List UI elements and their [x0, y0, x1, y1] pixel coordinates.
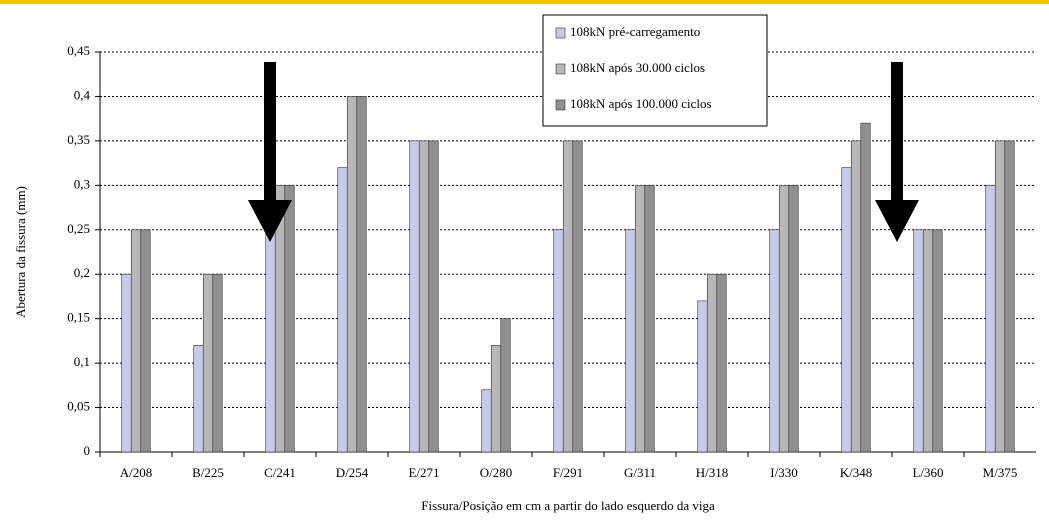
- bar: [634, 185, 646, 453]
- y-tick-label: 0,05: [67, 399, 90, 414]
- bar: [212, 273, 223, 453]
- y-tick-label: 0,1: [74, 354, 90, 369]
- bar: [356, 96, 367, 453]
- bar: [140, 229, 151, 453]
- bar: [994, 140, 1006, 453]
- bar: [481, 389, 492, 453]
- x-tick-label: B/225: [192, 465, 224, 480]
- y-tick-label: 0,4: [74, 87, 91, 102]
- legend-swatch: [555, 63, 566, 75]
- bar: [644, 185, 655, 453]
- x-tick-label: E/271: [408, 465, 439, 480]
- bar: [1004, 140, 1015, 453]
- bar: [913, 229, 924, 453]
- bar: [841, 167, 852, 453]
- bar: [418, 140, 430, 453]
- bar: [202, 273, 214, 453]
- x-tick-label: D/254: [336, 465, 369, 480]
- bar: [769, 229, 780, 453]
- bar: [193, 345, 204, 453]
- x-tick-label: F/291: [553, 465, 583, 480]
- legend-label: 108kN após 100.000 ciclos: [570, 96, 712, 111]
- y-tick-label: 0,15: [67, 310, 90, 325]
- y-tick-label: 0,2: [74, 265, 90, 280]
- bar: [130, 229, 142, 453]
- annotations: [248, 62, 919, 242]
- x-tick-label: G/311: [624, 465, 656, 480]
- plot-area: 0 0,05 0,1 0,15 0,2 0,25 0,3 0,35 0,4 0,45 A/208 B/…: [67, 43, 1036, 480]
- bar: [716, 273, 727, 453]
- y-tick-label: 0,35: [67, 132, 90, 147]
- y-axis-label: Abertura da fissura (mm): [13, 186, 28, 318]
- legend: 108kN pré-carregamento 108kN após 30.000 …: [542, 14, 768, 127]
- legend-label: 108kN após 30.000 ciclos: [570, 60, 705, 75]
- bar: [346, 96, 358, 453]
- bar: [697, 300, 708, 453]
- bar: [922, 229, 934, 453]
- y-tick-label: 0,3: [74, 176, 90, 191]
- x-tick-label: L/360: [912, 465, 943, 480]
- top-border: [0, 0, 1049, 4]
- bar: [337, 167, 348, 453]
- x-tick-label: M/375: [983, 465, 1018, 480]
- bar: [625, 229, 636, 453]
- y-tick-label: 0,25: [67, 221, 90, 236]
- x-axis-label: Fissura/Posição em cm a partir do lado e…: [421, 498, 715, 513]
- y-tick-label: 0,45: [67, 43, 90, 58]
- bar: [284, 185, 295, 453]
- bar: [500, 318, 511, 453]
- legend-box: [542, 14, 768, 127]
- bar: [778, 185, 790, 453]
- bar: [490, 345, 502, 453]
- y-tick-label: 0: [84, 443, 91, 458]
- arrow: [248, 62, 292, 242]
- x-tick-label: O/280: [480, 465, 513, 480]
- arrow: [875, 62, 919, 242]
- x-tick-label: I/330: [770, 465, 797, 480]
- bar: [121, 273, 132, 453]
- bar: [572, 140, 583, 453]
- bar: [932, 229, 943, 453]
- x-tick-label: A/208: [120, 465, 153, 480]
- bar: [860, 122, 871, 453]
- legend-swatch: [555, 27, 566, 39]
- legend-label: 108kN pré-carregamento: [570, 24, 700, 39]
- bar: [706, 273, 718, 453]
- bar: [265, 229, 276, 453]
- bar: [553, 229, 564, 453]
- x-tick-label: H/318: [696, 465, 729, 480]
- legend-swatch: [555, 99, 566, 111]
- bar: [409, 140, 420, 453]
- x-tick-label: C/241: [264, 465, 296, 480]
- bar: [562, 140, 574, 453]
- bar: [428, 140, 439, 453]
- bar: [850, 140, 862, 453]
- bar: [985, 185, 996, 453]
- x-tick-label: K/348: [840, 465, 873, 480]
- bar: [788, 185, 799, 453]
